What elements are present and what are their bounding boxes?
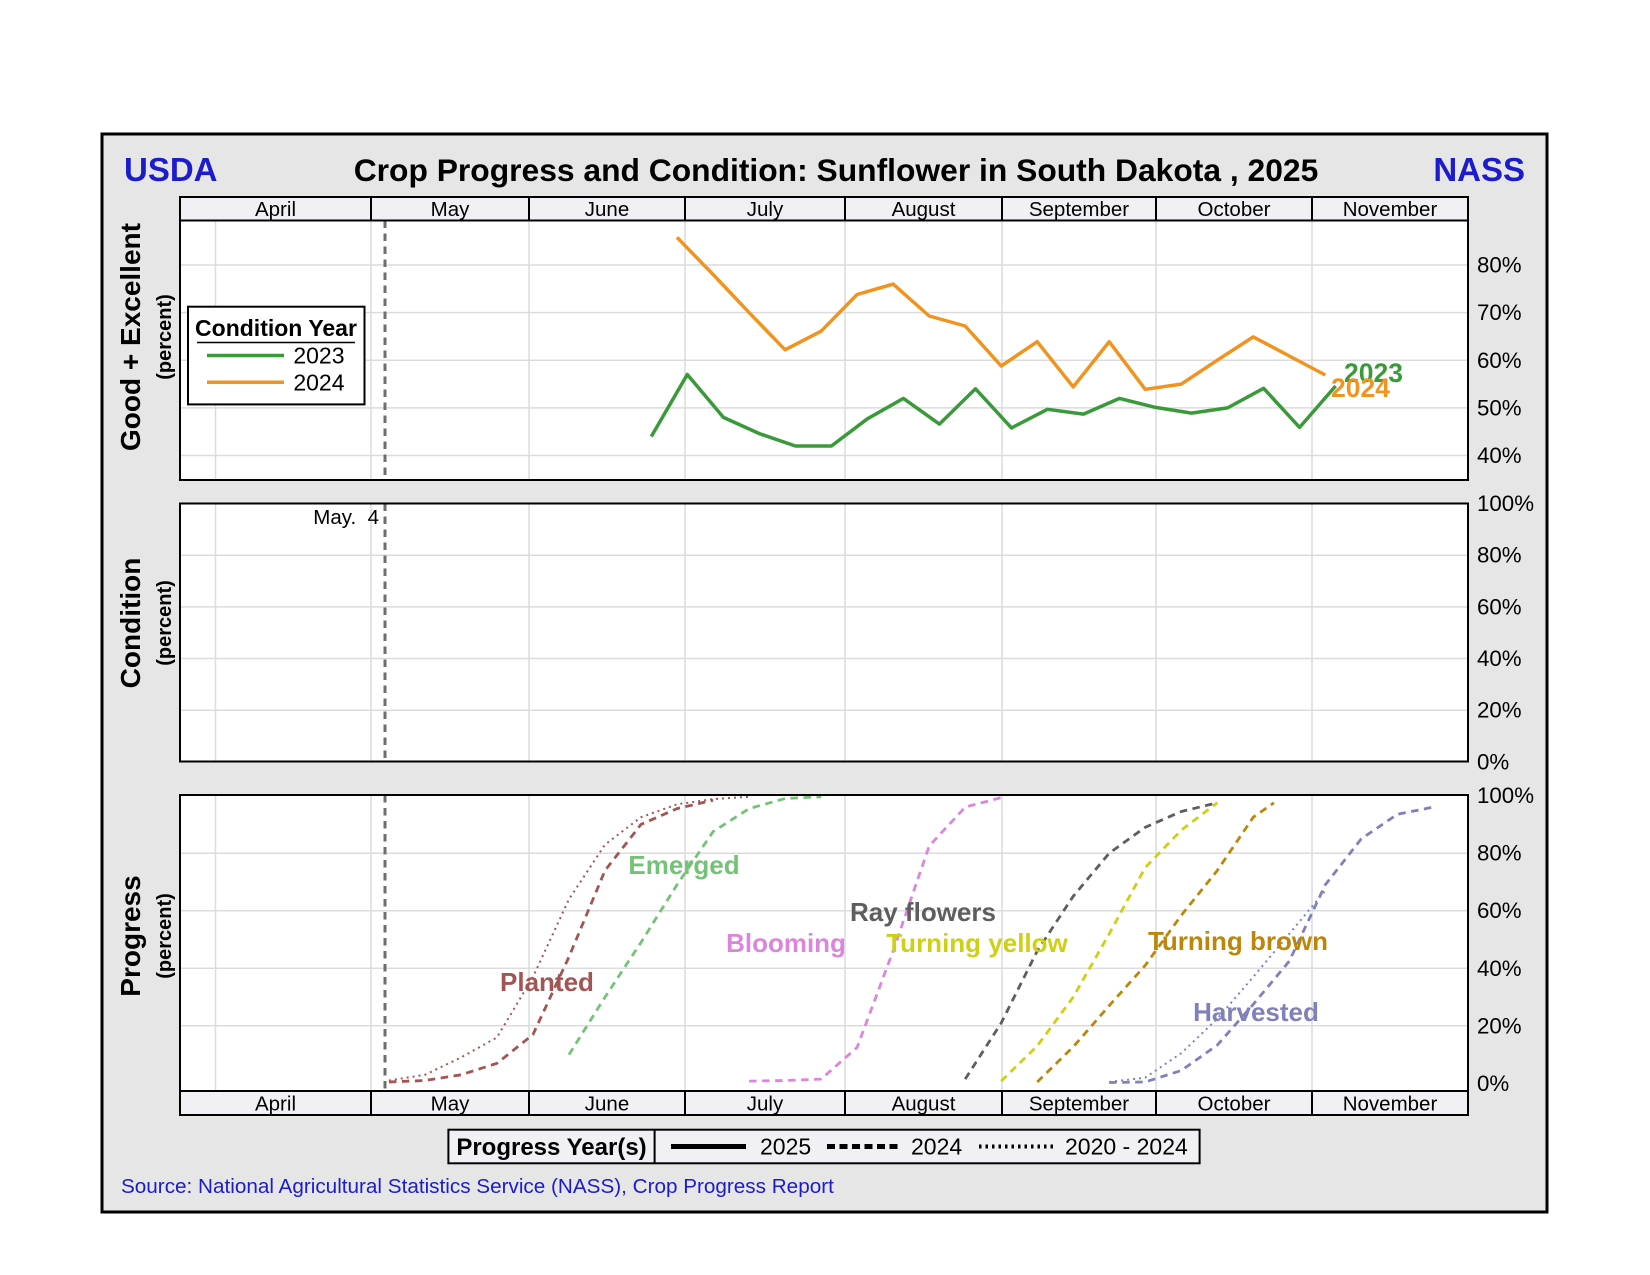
- svg-text:(percent): (percent): [154, 893, 176, 979]
- svg-text:October: October: [1198, 198, 1271, 221]
- svg-text:September: September: [1029, 198, 1129, 221]
- svg-text:Ray flowers: Ray flowers: [850, 897, 996, 927]
- svg-text:Blooming: Blooming: [726, 928, 846, 958]
- svg-text:Planted: Planted: [500, 967, 594, 997]
- svg-text:40%: 40%: [1477, 646, 1522, 671]
- svg-text:USDA: USDA: [124, 151, 218, 188]
- svg-text:May: May: [431, 1093, 470, 1116]
- svg-text:2024: 2024: [911, 1134, 962, 1160]
- svg-text:60%: 60%: [1477, 898, 1522, 923]
- svg-text:(percent): (percent): [154, 294, 176, 380]
- svg-text:Turning yellow: Turning yellow: [886, 928, 1068, 958]
- svg-text:80%: 80%: [1477, 841, 1522, 866]
- svg-text:Emerged: Emerged: [628, 850, 739, 880]
- svg-text:June: June: [585, 198, 629, 221]
- svg-text:April: April: [255, 1093, 296, 1116]
- svg-text:80%: 80%: [1477, 253, 1522, 278]
- svg-text:July: July: [747, 198, 784, 221]
- svg-text:2024: 2024: [293, 369, 344, 395]
- svg-text:Harvested: Harvested: [1193, 997, 1319, 1027]
- svg-text:November: November: [1343, 1093, 1438, 1116]
- svg-text:100%: 100%: [1477, 783, 1534, 808]
- svg-text:2024: 2024: [1331, 373, 1390, 403]
- svg-text:100%: 100%: [1477, 491, 1534, 516]
- svg-text:(percent): (percent): [154, 580, 176, 666]
- svg-text:20%: 20%: [1477, 698, 1522, 723]
- svg-text:Progress: Progress: [115, 875, 146, 996]
- svg-text:Condition: Condition: [115, 558, 146, 689]
- svg-text:June: June: [585, 1093, 629, 1116]
- svg-text:40%: 40%: [1477, 956, 1522, 981]
- svg-text:May. 4: May. 4: [313, 506, 379, 529]
- svg-text:60%: 60%: [1477, 594, 1522, 619]
- svg-text:2020 - 2024: 2020 - 2024: [1065, 1134, 1188, 1160]
- svg-text:70%: 70%: [1477, 300, 1522, 325]
- svg-text:October: October: [1198, 1093, 1271, 1116]
- svg-text:NASS: NASS: [1433, 151, 1525, 188]
- svg-text:2025: 2025: [760, 1134, 811, 1160]
- svg-text:Crop Progress and Condition: S: Crop Progress and Condition: Sunflower i…: [354, 152, 1319, 188]
- svg-text:Condition Year: Condition Year: [195, 315, 357, 341]
- svg-text:Source: National Agricultural: Source: National Agricultural Statistics…: [121, 1175, 834, 1198]
- svg-text:May: May: [431, 198, 470, 221]
- svg-text:20%: 20%: [1477, 1013, 1522, 1038]
- svg-text:0%: 0%: [1477, 749, 1509, 774]
- svg-text:0%: 0%: [1477, 1071, 1509, 1096]
- svg-text:November: November: [1343, 198, 1438, 221]
- svg-text:Good + Excellent: Good + Excellent: [115, 223, 146, 451]
- svg-text:April: April: [255, 198, 296, 221]
- svg-text:Turning brown: Turning brown: [1148, 926, 1328, 956]
- svg-text:2023: 2023: [1344, 358, 1403, 388]
- svg-text:50%: 50%: [1477, 395, 1522, 420]
- svg-text:September: September: [1029, 1093, 1129, 1116]
- svg-text:July: July: [747, 1093, 784, 1116]
- svg-text:August: August: [892, 198, 956, 221]
- svg-text:2023: 2023: [293, 343, 344, 369]
- svg-text:August: August: [892, 1093, 956, 1116]
- svg-text:80%: 80%: [1477, 543, 1522, 568]
- svg-text:60%: 60%: [1477, 348, 1522, 373]
- svg-text:Progress Year(s): Progress Year(s): [456, 1134, 646, 1161]
- svg-text:40%: 40%: [1477, 443, 1522, 468]
